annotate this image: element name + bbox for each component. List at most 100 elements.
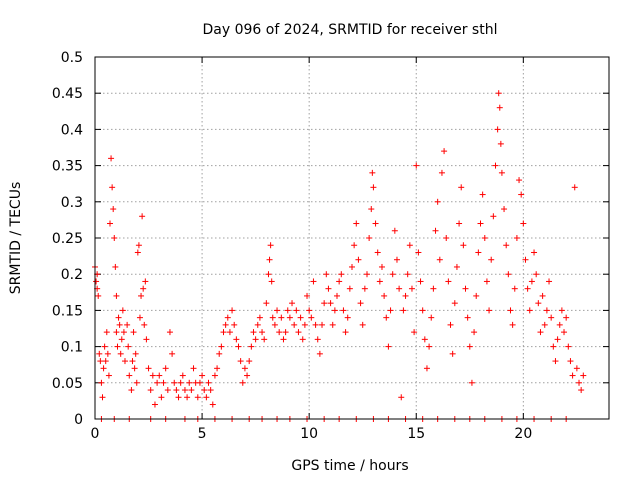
data-point [156,372,163,379]
data-point [244,372,251,379]
data-point [321,300,328,307]
data-point [531,249,538,256]
data-point [576,379,583,386]
data-point [518,191,525,198]
data-point [282,329,289,336]
data-point [301,321,308,328]
data-point [233,336,240,343]
data-point [443,235,450,241]
data-point [171,379,178,386]
data-point [125,343,132,350]
data-point [133,379,140,386]
data-point [430,285,437,292]
data-point [503,242,510,249]
data-point [488,256,495,263]
data-point [252,336,259,343]
data-point [404,271,411,278]
data-point [140,285,147,292]
grid-layer [95,57,609,419]
data-point [580,372,587,379]
data-point [460,242,467,249]
data-point [353,220,360,227]
data-point [115,314,122,321]
data-point [389,271,396,278]
data-point [276,329,283,336]
data-point [378,263,385,270]
data-point [398,394,405,401]
data-point [175,394,182,401]
data-point [116,321,123,328]
data-point [441,148,448,155]
data-point [205,379,212,386]
x-tick-label: 20 [514,426,532,442]
data-point [483,278,490,285]
data-point [501,206,508,213]
data-point [237,358,244,365]
data-point [274,307,281,314]
data-point [369,169,376,176]
data-point [284,307,291,314]
data-point [181,387,188,394]
y-tick-label: 0.2 [61,267,83,283]
data-point [209,401,216,408]
data-point [98,379,105,386]
data-point [226,329,233,336]
data-point [108,155,115,162]
data-point [222,321,229,328]
data-point [218,343,225,350]
data-point [177,379,184,386]
data-point [327,300,334,307]
data-point [297,314,304,321]
data-point [528,278,535,285]
data-point [173,387,180,394]
data-point [355,256,362,263]
data-point [134,249,141,256]
data-point [323,271,330,278]
data-point [471,329,478,336]
data-point [494,126,501,133]
x-tick-label: 10 [300,426,318,442]
data-point [449,350,456,357]
data-point [100,365,107,372]
data-point [368,206,375,213]
data-point [129,358,136,365]
data-point [268,278,275,285]
data-point [154,379,161,386]
x-tick-label: 0 [91,426,100,442]
data-point [256,314,263,321]
data-point [400,307,407,314]
data-point [269,314,276,321]
data-point [438,169,445,176]
data-point [289,300,296,307]
data-point [548,314,555,321]
data-point [383,314,390,321]
data-point [250,329,257,336]
data-point [164,387,171,394]
data-point [464,314,471,321]
data-point [533,271,540,278]
data-point [370,184,377,191]
data-point [361,285,368,292]
data-point [103,329,110,336]
data-point [304,292,311,299]
data-point [263,300,270,307]
data-point [535,300,542,307]
data-point [393,256,400,263]
data-point [143,336,150,343]
data-point [135,242,142,249]
data-point [571,184,578,191]
data-point [509,321,516,328]
data-point [325,285,332,292]
data-point [351,242,358,249]
data-point [396,285,403,292]
data-point [550,343,557,350]
data-point [496,104,503,111]
data-point [381,292,388,299]
data-point [299,336,306,343]
data-point [565,343,572,350]
data-point [231,321,238,328]
data-point [188,387,195,394]
y-tick-label: 0.4 [61,122,83,138]
data-point [241,365,248,372]
data-point [451,300,458,307]
